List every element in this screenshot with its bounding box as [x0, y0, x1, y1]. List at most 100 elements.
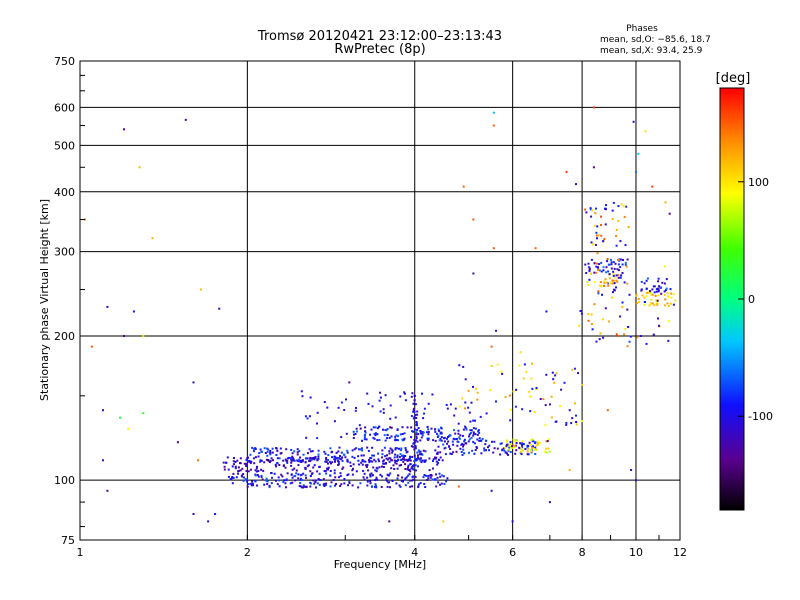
data-point: [396, 439, 399, 442]
data-point: [266, 447, 269, 450]
data-point: [416, 451, 419, 454]
data-point: [476, 391, 479, 394]
data-point: [375, 470, 378, 473]
data-point: [467, 406, 470, 409]
data-point: [513, 444, 516, 447]
data-point: [424, 460, 427, 463]
data-point: [506, 439, 509, 442]
data-point: [596, 225, 599, 228]
y-axis-ticks: 75 100 200 300 400 500 600 750: [54, 55, 85, 547]
data-point: [335, 451, 338, 454]
data-point: [381, 456, 383, 459]
data-point: [299, 474, 302, 477]
data-point: [657, 294, 660, 297]
data-point: [607, 270, 610, 273]
data-point: [398, 464, 401, 467]
data-point: [472, 432, 475, 435]
data-point: [245, 458, 248, 461]
data-point: [463, 452, 466, 455]
data-point: [416, 456, 419, 459]
data-point: [616, 268, 619, 271]
data-point: [660, 292, 663, 295]
data-point: [422, 449, 425, 452]
colorbar-ticks: 100 0 -100: [738, 176, 773, 423]
data-point: [544, 450, 547, 453]
data-point: [291, 452, 294, 455]
data-point: [290, 459, 293, 462]
data-point: [323, 485, 326, 487]
data-point: [290, 473, 293, 476]
data-point: [559, 405, 562, 408]
data-point: [304, 415, 307, 418]
data-point: [547, 447, 550, 450]
data-point: [656, 287, 659, 290]
data-point: [231, 476, 234, 478]
data-point: [489, 389, 492, 392]
x-tick-label: 10: [629, 546, 643, 559]
data-point: [310, 472, 313, 475]
data-point: [534, 446, 537, 449]
data-point: [102, 459, 104, 462]
data-point: [399, 485, 402, 488]
data-point: [416, 458, 419, 461]
data-point: [512, 444, 515, 447]
data-point: [438, 459, 441, 461]
data-point: [520, 450, 523, 453]
data-point: [423, 483, 426, 485]
data-point: [544, 404, 547, 407]
data-point: [604, 278, 607, 281]
data-point: [366, 463, 369, 466]
data-point: [399, 433, 402, 436]
data-point: [417, 483, 420, 486]
data-point: [251, 446, 254, 449]
data-point: [521, 440, 524, 443]
data-point: [535, 444, 538, 447]
data-point: [287, 457, 289, 460]
data-point: [327, 454, 330, 457]
data-point: [261, 478, 264, 481]
data-point: [643, 301, 646, 303]
data-point: [600, 285, 603, 288]
data-point: [435, 460, 438, 463]
data-point: [412, 478, 415, 481]
data-point: [298, 450, 301, 453]
data-point: [456, 444, 459, 447]
data-point: [362, 454, 365, 457]
x-tick-label: 6: [509, 546, 516, 559]
data-point: [296, 453, 299, 456]
data-point: [359, 427, 362, 430]
data-point: [545, 440, 548, 443]
data-point: [645, 279, 648, 282]
data-point: [417, 485, 420, 488]
data-point: [436, 451, 439, 454]
data-point: [355, 427, 358, 430]
data-point: [597, 266, 599, 269]
data-point: [323, 470, 326, 473]
data-point: [594, 244, 597, 246]
data-point: [347, 484, 349, 487]
data-point: [301, 460, 304, 463]
data-point: [339, 485, 342, 487]
data-point: [396, 456, 399, 459]
data-point: [397, 458, 400, 461]
data-point: [254, 456, 257, 459]
data-point: [585, 272, 588, 274]
data-point: [372, 454, 375, 457]
data-point: [388, 436, 391, 439]
data-point: [443, 482, 446, 485]
data-point: [587, 319, 590, 322]
data-point: [663, 294, 666, 297]
data-point: [338, 476, 340, 479]
data-point: [327, 462, 329, 465]
data-point: [283, 464, 285, 467]
data-point: [434, 456, 436, 459]
data-point: [588, 268, 591, 271]
data-point: [325, 472, 328, 475]
data-point: [245, 470, 248, 472]
data-point: [515, 439, 518, 442]
data-point: [399, 395, 402, 398]
data-point: [590, 241, 593, 244]
data-point: [377, 452, 380, 455]
data-point: [480, 452, 483, 455]
data-point: [334, 484, 337, 487]
